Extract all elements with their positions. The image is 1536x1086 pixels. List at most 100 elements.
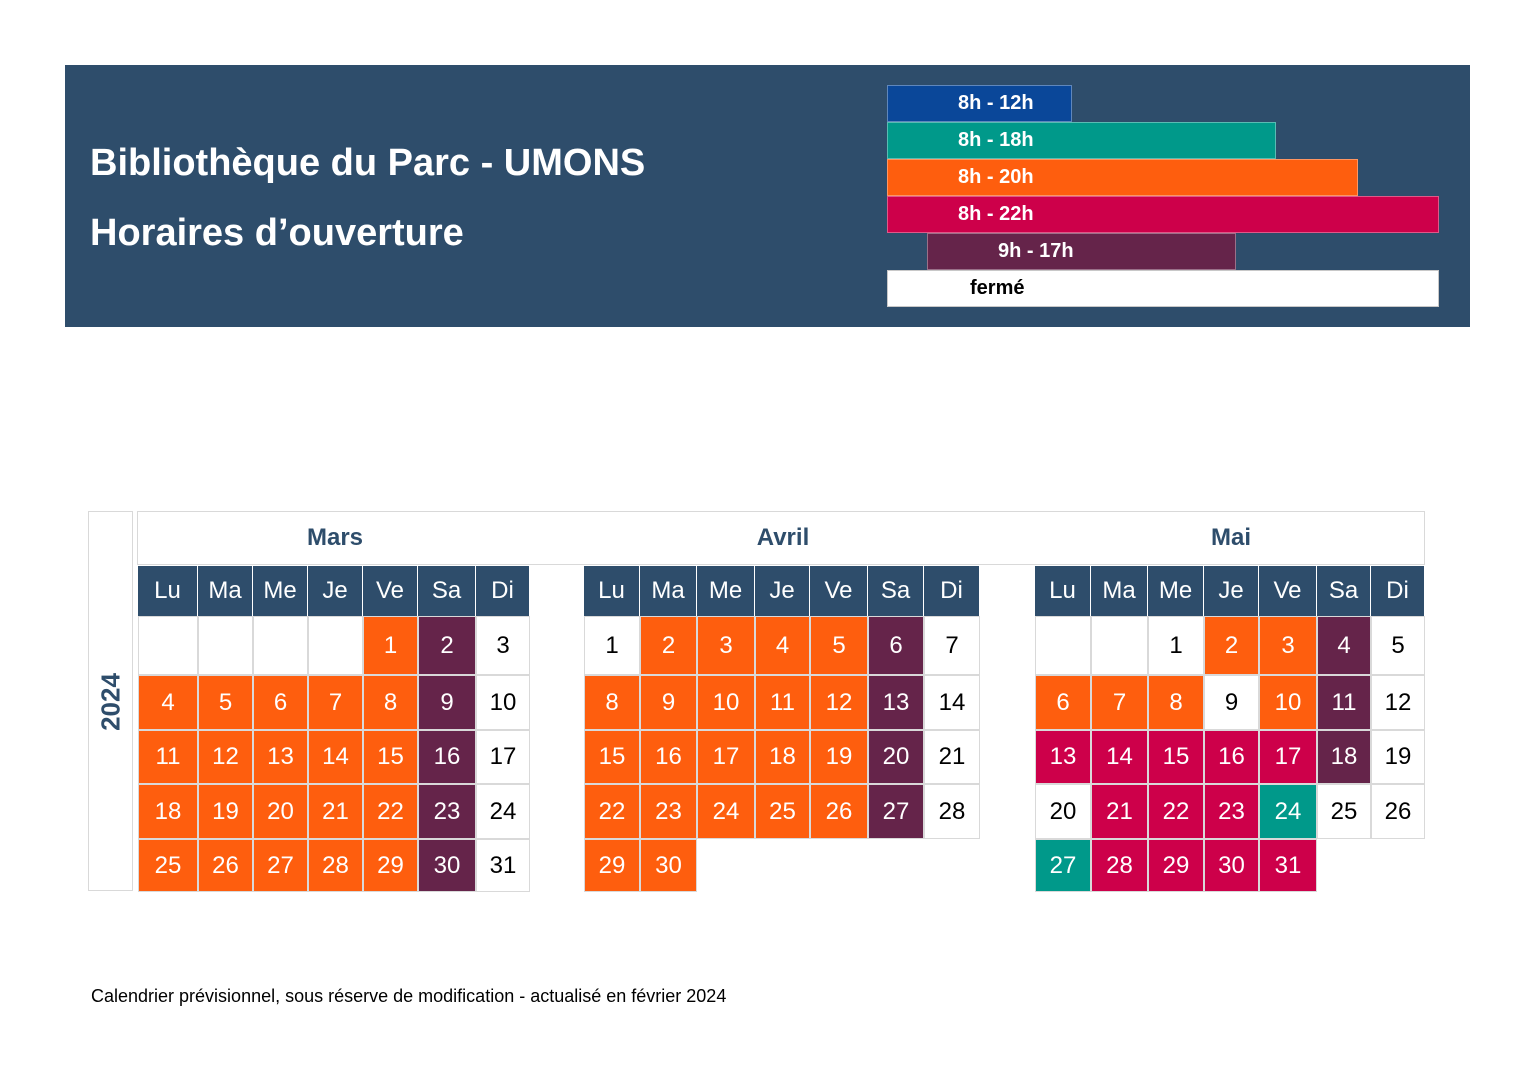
year-label: 2024 (95, 673, 125, 731)
weekday-header: Ve (1259, 566, 1317, 616)
header-banner: Bibliothèque du Parc - UMONS Horaires d’… (65, 65, 1470, 327)
day-cell-mars-6: 6 (253, 675, 308, 730)
day-cell-mai-25: 25 (1317, 784, 1371, 839)
legend-item-8h-18h: 8h - 18h (887, 122, 1276, 159)
day-cell-mai-26: 26 (1371, 784, 1425, 839)
library-title: Bibliothèque du Parc - UMONS (90, 142, 646, 184)
day-cell-mai-11: 11 (1317, 675, 1371, 730)
day-cell-mars-10: 10 (476, 675, 530, 730)
day-cell-mai-23: 23 (1204, 784, 1259, 839)
day-cell-mai-3: 3 (1259, 616, 1317, 675)
day-cell-mars-29: 29 (363, 839, 418, 892)
weekday-header: Me (1148, 566, 1204, 616)
day-cell-mars-16: 16 (418, 730, 476, 784)
day-cell-mars-5: 5 (198, 675, 253, 730)
weekday-header: Je (755, 566, 810, 616)
day-cell-mai-6: 6 (1035, 675, 1091, 730)
day-cell-mars-1: 1 (363, 616, 418, 675)
day-cell-avril-14: 14 (924, 675, 980, 730)
day-cell-avril-4: 4 (755, 616, 810, 675)
day-cell-avril-1: 1 (584, 616, 640, 675)
weekday-header: Ve (363, 566, 418, 616)
weekday-header: Sa (418, 566, 476, 616)
legend-item-8h-20h: 8h - 20h (887, 159, 1358, 196)
day-cell-mars-30: 30 (418, 839, 476, 892)
legend-item-8h-22h: 8h - 22h (887, 196, 1439, 233)
day-cell-avril-29: 29 (584, 839, 640, 892)
month-name-mai: Mai (1210, 524, 1252, 551)
weekday-header: Lu (138, 566, 198, 616)
day-cell-mai-12: 12 (1371, 675, 1425, 730)
day-cell-mai-30: 30 (1204, 839, 1259, 892)
weekday-header: Ma (640, 566, 697, 616)
day-cell-mars-26: 26 (198, 839, 253, 892)
day-cell-avril-17: 17 (697, 730, 755, 784)
day-cell-mai-1: 1 (1148, 616, 1204, 675)
legend-label: 8h - 22h (958, 203, 1034, 225)
day-cell-mars-3: 3 (476, 616, 530, 675)
day-cell-mai-22: 22 (1148, 784, 1204, 839)
day-cell-avril-2: 2 (640, 616, 697, 675)
day-cell-avril-23: 23 (640, 784, 697, 839)
day-cell-avril-19: 19 (810, 730, 868, 784)
day-cell-avril-10: 10 (697, 675, 755, 730)
day-cell-avril-6: 6 (868, 616, 924, 675)
day-cell-mars-7: 7 (308, 675, 363, 730)
empty-day-cell (1091, 616, 1148, 675)
day-cell-mars-31: 31 (476, 839, 530, 892)
day-cell-mai-27: 27 (1035, 839, 1091, 892)
month-name-avril: Avril (756, 524, 810, 551)
day-cell-mars-19: 19 (198, 784, 253, 839)
weekday-header: Lu (1035, 566, 1091, 616)
weekday-header: Me (253, 566, 308, 616)
day-cell-mai-14: 14 (1091, 730, 1148, 784)
weekday-header: Me (697, 566, 755, 616)
day-cell-mai-31: 31 (1259, 839, 1317, 892)
day-cell-mai-29: 29 (1148, 839, 1204, 892)
day-cell-mai-7: 7 (1091, 675, 1148, 730)
day-cell-avril-26: 26 (810, 784, 868, 839)
day-cell-mai-21: 21 (1091, 784, 1148, 839)
day-cell-avril-9: 9 (640, 675, 697, 730)
legend-label: 8h - 12h (958, 92, 1034, 114)
day-cell-mai-10: 10 (1259, 675, 1317, 730)
day-cell-mars-17: 17 (476, 730, 530, 784)
day-cell-mai-16: 16 (1204, 730, 1259, 784)
day-cell-avril-3: 3 (697, 616, 755, 675)
day-cell-mars-28: 28 (308, 839, 363, 892)
day-cell-avril-24: 24 (697, 784, 755, 839)
legend-label: 8h - 18h (958, 129, 1034, 151)
footer-note: Calendrier prévisionnel, sous réserve de… (91, 986, 727, 1006)
day-cell-mai-28: 28 (1091, 839, 1148, 892)
day-cell-mai-15: 15 (1148, 730, 1204, 784)
legend-item-9h-17h: 9h - 17h (927, 233, 1236, 270)
empty-day-cell (138, 616, 198, 675)
day-cell-avril-16: 16 (640, 730, 697, 784)
day-cell-mars-21: 21 (308, 784, 363, 839)
weekday-header: Je (1204, 566, 1259, 616)
weekday-header: Di (924, 566, 980, 616)
weekday-header: Ma (1091, 566, 1148, 616)
day-cell-mai-5: 5 (1371, 616, 1425, 675)
day-cell-mai-13: 13 (1035, 730, 1091, 784)
day-cell-mai-18: 18 (1317, 730, 1371, 784)
opening-hours-title: Horaires d’ouverture (90, 212, 464, 254)
day-cell-avril-15: 15 (584, 730, 640, 784)
legend-item-ferme: fermé (887, 270, 1439, 307)
empty-day-cell (198, 616, 253, 675)
weekday-header: Sa (1317, 566, 1371, 616)
legend-label: 8h - 20h (958, 166, 1034, 188)
day-cell-avril-30: 30 (640, 839, 697, 892)
weekday-header: Je (308, 566, 363, 616)
weekday-header: Ma (198, 566, 253, 616)
day-cell-mai-20: 20 (1035, 784, 1091, 839)
day-cell-mars-2: 2 (418, 616, 476, 675)
day-cell-mai-4: 4 (1317, 616, 1371, 675)
day-cell-avril-18: 18 (755, 730, 810, 784)
weekday-header: Lu (584, 566, 640, 616)
weekday-header: Di (476, 566, 530, 616)
day-cell-mars-9: 9 (418, 675, 476, 730)
day-cell-mars-23: 23 (418, 784, 476, 839)
day-cell-avril-22: 22 (584, 784, 640, 839)
day-cell-mars-15: 15 (363, 730, 418, 784)
